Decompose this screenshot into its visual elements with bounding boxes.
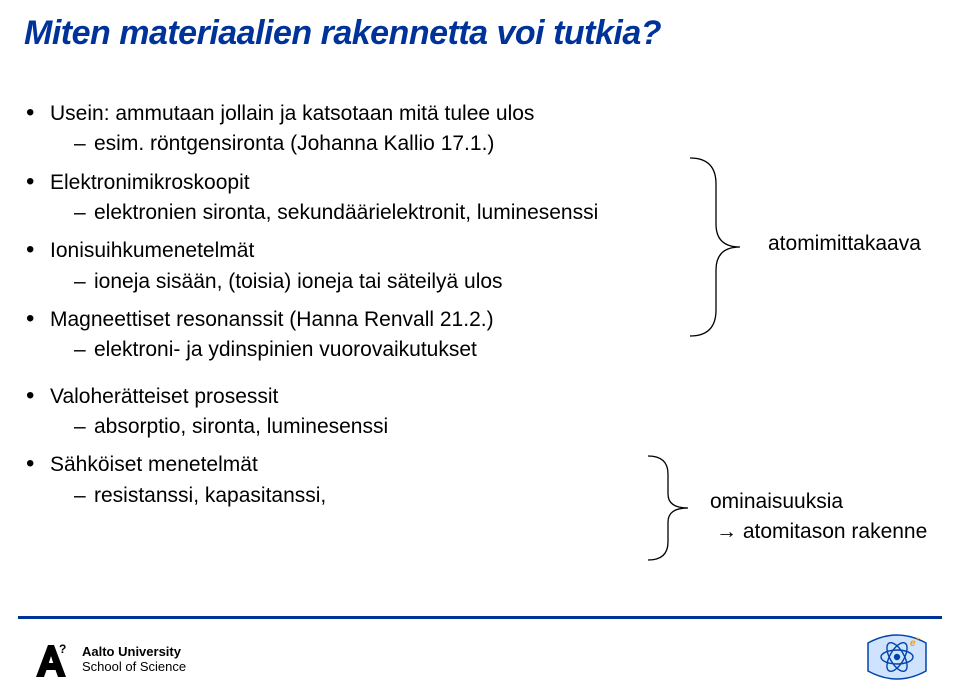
bullet-item: Sähköiset menetelmät resistanssi, kapasi… <box>24 451 664 510</box>
page-title: Miten materiaalien rakennetta voi tutkia… <box>24 14 661 53</box>
annotation-label: ominaisuuksia <box>710 490 843 514</box>
bullet-text: Elektronimikroskoopit <box>50 171 250 194</box>
slide: Miten materiaalien rakennetta voi tutkia… <box>0 0 960 699</box>
sub-bullet: esim. röntgensironta (Johanna Kallio 17.… <box>50 130 664 158</box>
footer-left: ? Aalto University School of Science <box>30 639 186 681</box>
svg-text:+: + <box>916 636 920 643</box>
bullet-text: Usein: ammutaan jollain ja katsotaan mit… <box>50 102 534 125</box>
bullet-text: Valoherätteiset prosessit <box>50 385 278 408</box>
sub-bullet: elektronien sironta, sekundäärielektroni… <box>50 199 664 227</box>
bullet-item: Usein: ammutaan jollain ja katsotaan mit… <box>24 100 664 159</box>
sub-bullet: resistanssi, kapasitanssi, <box>50 482 664 510</box>
brace-icon <box>680 154 760 340</box>
bullet-text: Ionisuihkumenetelmät <box>50 239 254 262</box>
bullet-text: Sähköiset menetelmät <box>50 453 258 476</box>
divider <box>18 616 942 619</box>
sub-bullet: elektroni- ja ydinspinien vuorovaikutuks… <box>50 336 664 364</box>
annotation-label: atomimittakaava <box>768 232 921 256</box>
content-body: Usein: ammutaan jollain ja katsotaan mit… <box>24 100 664 520</box>
footer-line2: School of Science <box>82 660 186 675</box>
brace-icon <box>640 452 704 564</box>
sub-bullet: ioneja sisään, (toisia) ioneja tai sätei… <box>50 268 664 296</box>
footer-line1: Aalto University <box>82 645 186 660</box>
svg-text:?: ? <box>59 642 66 656</box>
bullet-item: Magneettiset resonanssit (Hanna Renvall … <box>24 306 664 365</box>
bullet-text: Magneettiset resonanssit (Hanna Renvall … <box>50 308 494 331</box>
bullet-item: Ionisuihkumenetelmät ioneja sisään, (toi… <box>24 237 664 296</box>
sub-bullet: absorptio, sironta, luminesenssi <box>50 413 664 441</box>
aalto-logo-text: Aalto University School of Science <box>82 645 186 675</box>
bullet-item: Elektronimikroskoopit elektronien siront… <box>24 169 664 228</box>
atom-badge-icon: e + <box>864 631 930 685</box>
annotation-label: → atomitason rakenne <box>716 520 927 544</box>
bullet-item: Valoherätteiset prosessit absorptio, sir… <box>24 383 664 442</box>
bullet-list: Usein: ammutaan jollain ja katsotaan mit… <box>24 100 664 510</box>
aalto-logo-icon: ? <box>30 639 72 681</box>
